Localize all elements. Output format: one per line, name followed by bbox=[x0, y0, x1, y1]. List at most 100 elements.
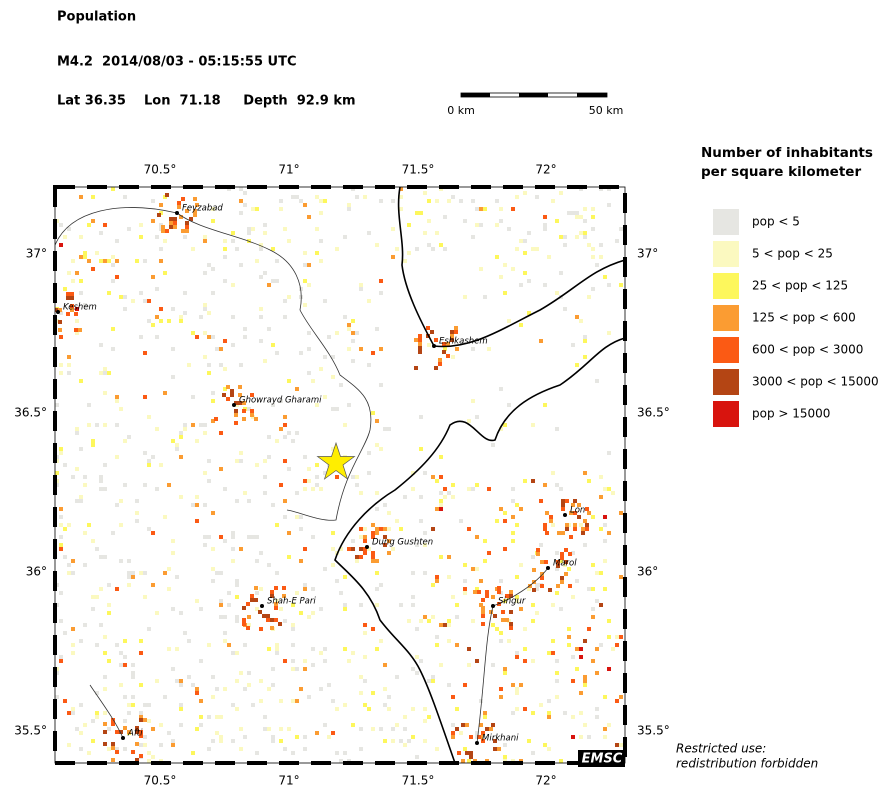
population-cell bbox=[250, 598, 254, 602]
population-cell bbox=[169, 221, 173, 225]
population-cell bbox=[527, 739, 531, 743]
population-cell bbox=[231, 343, 235, 347]
population-cell bbox=[99, 623, 103, 627]
population-cell bbox=[163, 391, 167, 395]
population-cell bbox=[211, 291, 215, 295]
population-cell bbox=[311, 663, 315, 667]
population-cell bbox=[351, 339, 355, 343]
population-cell bbox=[455, 727, 459, 731]
population-cell bbox=[71, 559, 75, 563]
population-cell bbox=[111, 263, 115, 267]
population-cell bbox=[555, 671, 559, 675]
population-cell bbox=[161, 229, 165, 233]
population-cell bbox=[239, 451, 243, 455]
population-cell bbox=[319, 607, 323, 611]
population-cell bbox=[271, 503, 275, 507]
population-cell bbox=[267, 727, 271, 731]
population-cell bbox=[463, 587, 467, 591]
population-cell bbox=[560, 552, 564, 556]
population-cell bbox=[263, 459, 267, 463]
population-cell bbox=[523, 627, 527, 631]
population-cell bbox=[487, 487, 491, 491]
population-cell bbox=[411, 667, 415, 671]
population-cell bbox=[501, 618, 505, 622]
population-cell bbox=[247, 623, 251, 627]
population-cell bbox=[211, 547, 215, 551]
population-cell bbox=[427, 219, 431, 223]
population-cell bbox=[235, 459, 239, 463]
population-cell bbox=[191, 423, 195, 427]
population-cell bbox=[171, 739, 175, 743]
population-cell bbox=[431, 615, 435, 619]
population-cell bbox=[475, 223, 479, 227]
population-cell bbox=[219, 535, 223, 539]
population-cell bbox=[483, 715, 487, 719]
population-cell bbox=[147, 527, 151, 531]
population-cell bbox=[363, 703, 367, 707]
population-cell bbox=[179, 455, 183, 459]
population-cell bbox=[435, 231, 439, 235]
population-cell bbox=[595, 571, 599, 575]
population-cell bbox=[259, 307, 263, 311]
population-cell bbox=[143, 595, 147, 599]
population-cell bbox=[565, 499, 569, 503]
population-cell bbox=[431, 247, 435, 251]
place-label: Eshkashem bbox=[439, 337, 488, 347]
population-cell bbox=[335, 707, 339, 711]
population-cell bbox=[455, 347, 459, 351]
place-dot bbox=[365, 545, 369, 549]
population-cell bbox=[423, 471, 427, 475]
population-cell bbox=[499, 579, 503, 583]
population-cell bbox=[599, 255, 603, 259]
population-cell bbox=[235, 619, 239, 623]
lat-label: 35.5° bbox=[14, 724, 47, 738]
place-dot bbox=[546, 566, 550, 570]
population-cell bbox=[235, 583, 239, 587]
population-cell bbox=[571, 343, 575, 347]
population-cell bbox=[523, 479, 527, 483]
population-cell bbox=[275, 647, 279, 651]
population-cell bbox=[299, 515, 303, 519]
population-cell bbox=[615, 239, 619, 243]
population-cell bbox=[243, 687, 247, 691]
population-cell bbox=[347, 203, 351, 207]
population-cell bbox=[511, 683, 515, 687]
population-cell bbox=[543, 527, 547, 531]
population-cell bbox=[571, 551, 575, 555]
population-cell bbox=[451, 735, 455, 739]
population-cell bbox=[503, 291, 507, 295]
population-cell bbox=[351, 723, 355, 727]
population-cell bbox=[561, 531, 565, 535]
population-cell bbox=[181, 197, 185, 201]
population-cell bbox=[555, 551, 559, 555]
population-cell bbox=[473, 590, 477, 594]
population-cell bbox=[203, 543, 207, 547]
population-cell bbox=[219, 431, 223, 435]
population-cell bbox=[319, 487, 323, 491]
population-cell bbox=[211, 695, 215, 699]
population-cell bbox=[528, 584, 532, 588]
population-cell bbox=[395, 519, 399, 523]
population-cell bbox=[211, 207, 215, 211]
population-cell bbox=[193, 213, 197, 217]
population-cell bbox=[283, 299, 287, 303]
population-cell bbox=[619, 227, 623, 231]
population-cell bbox=[115, 503, 119, 507]
population-cell bbox=[223, 615, 227, 619]
population-cell bbox=[599, 243, 603, 247]
population-cell bbox=[119, 663, 123, 667]
population-cell bbox=[519, 607, 523, 611]
population-cell bbox=[223, 631, 227, 635]
population-cell bbox=[515, 691, 519, 695]
population-cell bbox=[287, 531, 291, 535]
population-cell bbox=[147, 703, 151, 707]
population-cell bbox=[535, 195, 539, 199]
location-info: Lat 36.35 Lon 71.18 Depth 92.9 km bbox=[57, 94, 356, 109]
population-cell bbox=[371, 531, 375, 535]
population-cell bbox=[267, 455, 271, 459]
population-cell bbox=[259, 315, 263, 319]
population-cell bbox=[363, 539, 367, 543]
population-cell bbox=[195, 439, 199, 443]
population-cell bbox=[387, 539, 391, 543]
population-cell bbox=[475, 535, 479, 539]
